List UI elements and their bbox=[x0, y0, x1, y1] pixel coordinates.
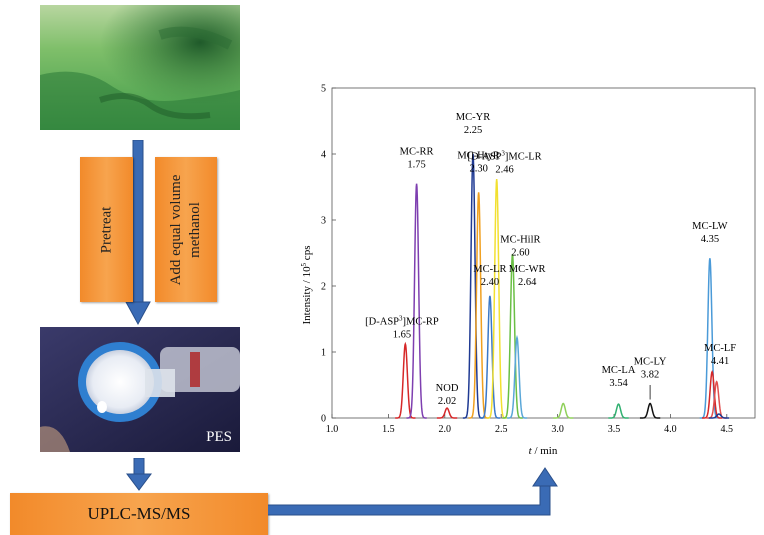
peak-label-4: MC-HtyR 2.30 bbox=[457, 150, 500, 174]
y-tick-label: 5 bbox=[321, 84, 326, 95]
x-tick-label: 4.0 bbox=[664, 424, 677, 435]
peak-name: MC-WR bbox=[509, 264, 546, 275]
peak-label-0: [D-ASP3]MC-RP 1.65 bbox=[365, 314, 439, 340]
pretreat-box: Pretreat bbox=[80, 157, 133, 302]
peak-label-7: MC-HilR 2.60 bbox=[500, 234, 540, 258]
peak-name: NOD bbox=[436, 383, 459, 394]
peak-label-3: MC-YR 2.25 bbox=[456, 112, 490, 136]
x-tick-label: 1.0 bbox=[326, 424, 339, 435]
peak-9 bbox=[553, 402, 574, 419]
peak-rt: 3.54 bbox=[609, 378, 628, 389]
plot-frame bbox=[331, 87, 756, 419]
peak-0 bbox=[395, 341, 416, 419]
peak-name: MC-LY bbox=[634, 356, 667, 367]
y-tick-label: 0 bbox=[321, 414, 326, 425]
uplc-msms-box: UPLC-MS/MS bbox=[10, 493, 268, 535]
x-axis-label: t / min bbox=[529, 445, 558, 457]
peak-label-14: MC-LF 4.41 bbox=[704, 343, 736, 367]
add-methanol-box: Add equal volume methanol bbox=[155, 157, 217, 302]
chart-peak-labels: [D-ASP3]MC-RP 1.65 MC-RR 1.75 NOD 2.02 MC-YR 2.… bbox=[365, 112, 736, 407]
add-methanol-label: Add equal volume methanol bbox=[168, 174, 203, 285]
peak-15 bbox=[708, 413, 730, 419]
x-tick-label: 2.5 bbox=[495, 424, 508, 435]
peak-rt: 1.65 bbox=[393, 329, 411, 340]
x-tick-label: 1.5 bbox=[382, 424, 395, 435]
peak-name: MC-LW bbox=[692, 221, 727, 232]
peak-13 bbox=[701, 370, 723, 419]
x-tick-label: 2.0 bbox=[439, 424, 452, 435]
peak-rt: 2.02 bbox=[438, 396, 456, 407]
peak-4 bbox=[468, 192, 489, 419]
peak-label-11: MC-LY 3.82 bbox=[634, 356, 667, 380]
peak-10 bbox=[608, 403, 629, 419]
uplc-msms-label: UPLC-MS/MS bbox=[87, 504, 191, 523]
peak-label-10: MC-LA 3.54 bbox=[602, 365, 636, 389]
peak-rt: 4.41 bbox=[711, 356, 729, 367]
algae-water-photo bbox=[40, 5, 240, 130]
right-up-arrow bbox=[268, 467, 558, 516]
x-tick-label: 4.5 bbox=[721, 424, 734, 435]
peak-3 bbox=[462, 153, 484, 419]
peak-name: MC-LA bbox=[602, 365, 636, 376]
pes-filter-photo: PES bbox=[40, 327, 240, 452]
peak-name: MC-RR bbox=[400, 147, 434, 158]
peak-7 bbox=[502, 254, 523, 419]
peak-label-2: NOD 2.02 bbox=[436, 383, 459, 407]
pes-label: PES bbox=[206, 429, 232, 445]
peak-1 bbox=[406, 183, 427, 419]
peak-rt: 4.35 bbox=[701, 234, 719, 245]
peak-label-12: MC-LW 4.35 bbox=[692, 221, 727, 245]
peak-rt: 3.82 bbox=[641, 369, 659, 380]
pretreat-label: Pretreat bbox=[98, 206, 114, 253]
peak-8 bbox=[506, 334, 528, 419]
down-arrow-1 bbox=[125, 140, 151, 326]
y-tick-label: 2 bbox=[321, 282, 326, 293]
y-axis-label: Intensity / 105 cps bbox=[300, 246, 313, 325]
peak-label-1: MC-RR 1.75 bbox=[400, 147, 434, 171]
peak-label-8: MC-WR 2.64 bbox=[509, 264, 546, 288]
x-tick-label: 3.5 bbox=[608, 424, 621, 435]
y-tick-label: 3 bbox=[321, 216, 326, 227]
y-tick-label: 1 bbox=[321, 348, 326, 359]
peak-name: MC-HtyR bbox=[457, 150, 500, 161]
peak-label-6: [D-ASP3]MC-LR 2.46 bbox=[468, 149, 542, 175]
peak-rt: 1.75 bbox=[407, 160, 425, 171]
x-tick-label: 3.0 bbox=[551, 424, 564, 435]
y-tick-label: 4 bbox=[321, 150, 326, 161]
chart-peaks bbox=[395, 153, 730, 419]
peak-rt: 2.25 bbox=[464, 125, 482, 136]
peak-2 bbox=[436, 407, 458, 419]
peak-name: [D-ASP3]MC-LR bbox=[468, 149, 542, 162]
peak-11 bbox=[639, 402, 661, 419]
peak-rt: 2.46 bbox=[495, 164, 513, 175]
peak-name: MC-LR bbox=[473, 264, 506, 275]
down-arrow-2 bbox=[126, 458, 152, 491]
peak-rt: 2.64 bbox=[518, 277, 537, 288]
peak-label-5: MC-LR 2.40 bbox=[473, 264, 506, 288]
chart-axes: 1.0 1.5 2.0 2.5 3.0 3.5 4.0 4.5 0 1 2 3 4 5 bbox=[321, 84, 756, 435]
peak-6 bbox=[486, 179, 507, 419]
peak-rt: 2.30 bbox=[469, 163, 487, 174]
peak-5 bbox=[479, 295, 501, 419]
peak-rt: 2.40 bbox=[481, 277, 499, 288]
peak-rt: 2.60 bbox=[511, 247, 529, 258]
peak-name: MC-LF bbox=[704, 343, 736, 354]
chromatogram-chart: 1.0 1.5 2.0 2.5 3.0 3.5 4.0 4.5 0 1 2 3 4 5 [D-ASP3]M… bbox=[300, 84, 756, 457]
peak-name: MC-YR bbox=[456, 112, 490, 123]
peak-name: MC-HilR bbox=[500, 234, 540, 245]
peak-name: [D-ASP3]MC-RP bbox=[365, 314, 439, 327]
